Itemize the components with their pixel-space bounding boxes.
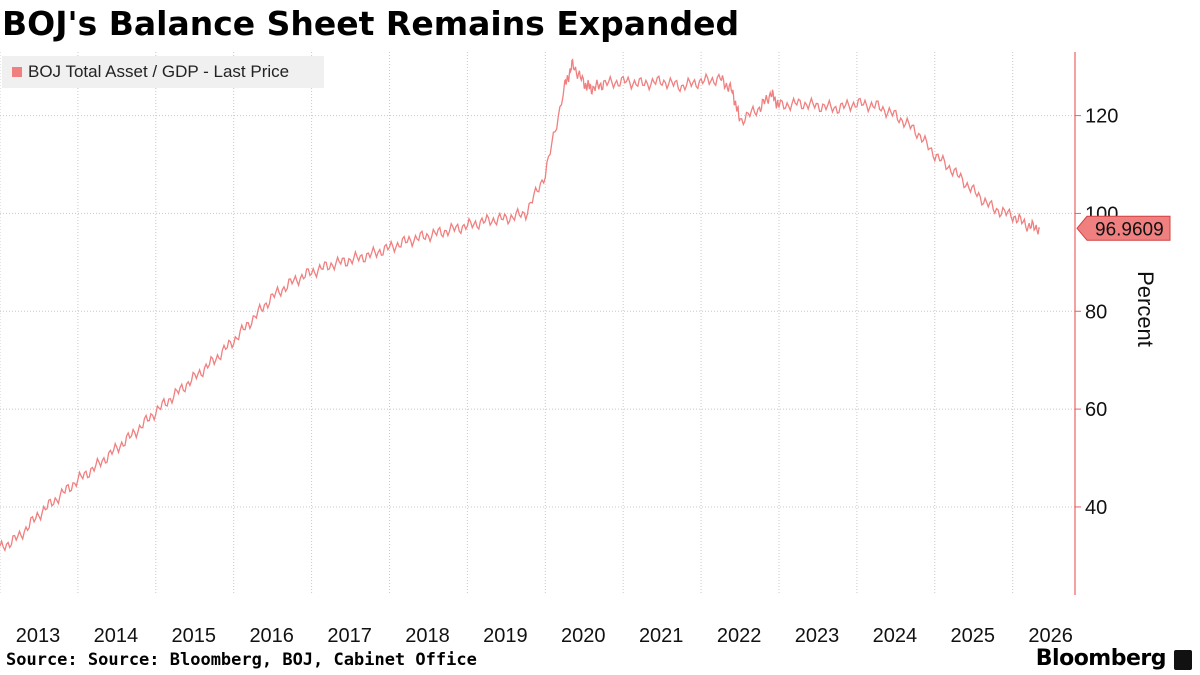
legend-label: BOJ Total Asset / GDP - Last Price	[28, 62, 290, 81]
bloomberg-icon	[1174, 650, 1192, 670]
x-tick-label: 2013	[16, 625, 61, 647]
series-line-group	[0, 58, 1041, 553]
x-tick-label: 2023	[795, 625, 840, 647]
x-tick-label: 2024	[873, 625, 918, 647]
chart-title: BOJ's Balance Sheet Remains Expanded	[2, 4, 740, 43]
legend: BOJ Total Asset / GDP - Last Price	[2, 56, 324, 88]
x-tick-label: 2016	[249, 625, 294, 647]
x-tick-labels: 2013 2014 2015 2016 2017 2018 2019 2020 2021 2022…	[16, 625, 1073, 647]
x-tick-label: 2022	[717, 625, 762, 647]
brand-logo: Bloomberg	[1035, 646, 1167, 671]
y-tick-label: 120	[1085, 106, 1118, 128]
legend-swatch	[12, 67, 22, 77]
y-tick-label: 60	[1085, 399, 1107, 421]
y-axis	[1074, 52, 1081, 595]
y-tick-label: 40	[1085, 497, 1107, 519]
source-note: Source: Source: Bloomberg, BOJ, Cabinet …	[6, 650, 477, 670]
x-tick-label: 2021	[639, 625, 684, 647]
x-tick-label: 2018	[405, 625, 450, 647]
grid-lines	[0, 52, 1075, 595]
x-tick-label: 2017	[327, 625, 372, 647]
x-tick-label: 2019	[483, 625, 528, 647]
x-tick-label: 2026	[1028, 625, 1073, 647]
x-tick-label: 2020	[561, 625, 606, 647]
last-price-label: 96.9609	[1095, 219, 1164, 240]
x-tick-label: 2014	[94, 625, 139, 647]
last-price-marker: 96.9609	[1076, 215, 1171, 241]
x-tick-label: 2015	[172, 625, 217, 647]
x-tick-label: 2025	[951, 625, 996, 647]
y-axis-label: Percent	[1133, 271, 1158, 347]
series-line	[0, 58, 1041, 553]
last-price-tag	[1076, 215, 1171, 241]
y-tick-label: 80	[1085, 301, 1107, 323]
